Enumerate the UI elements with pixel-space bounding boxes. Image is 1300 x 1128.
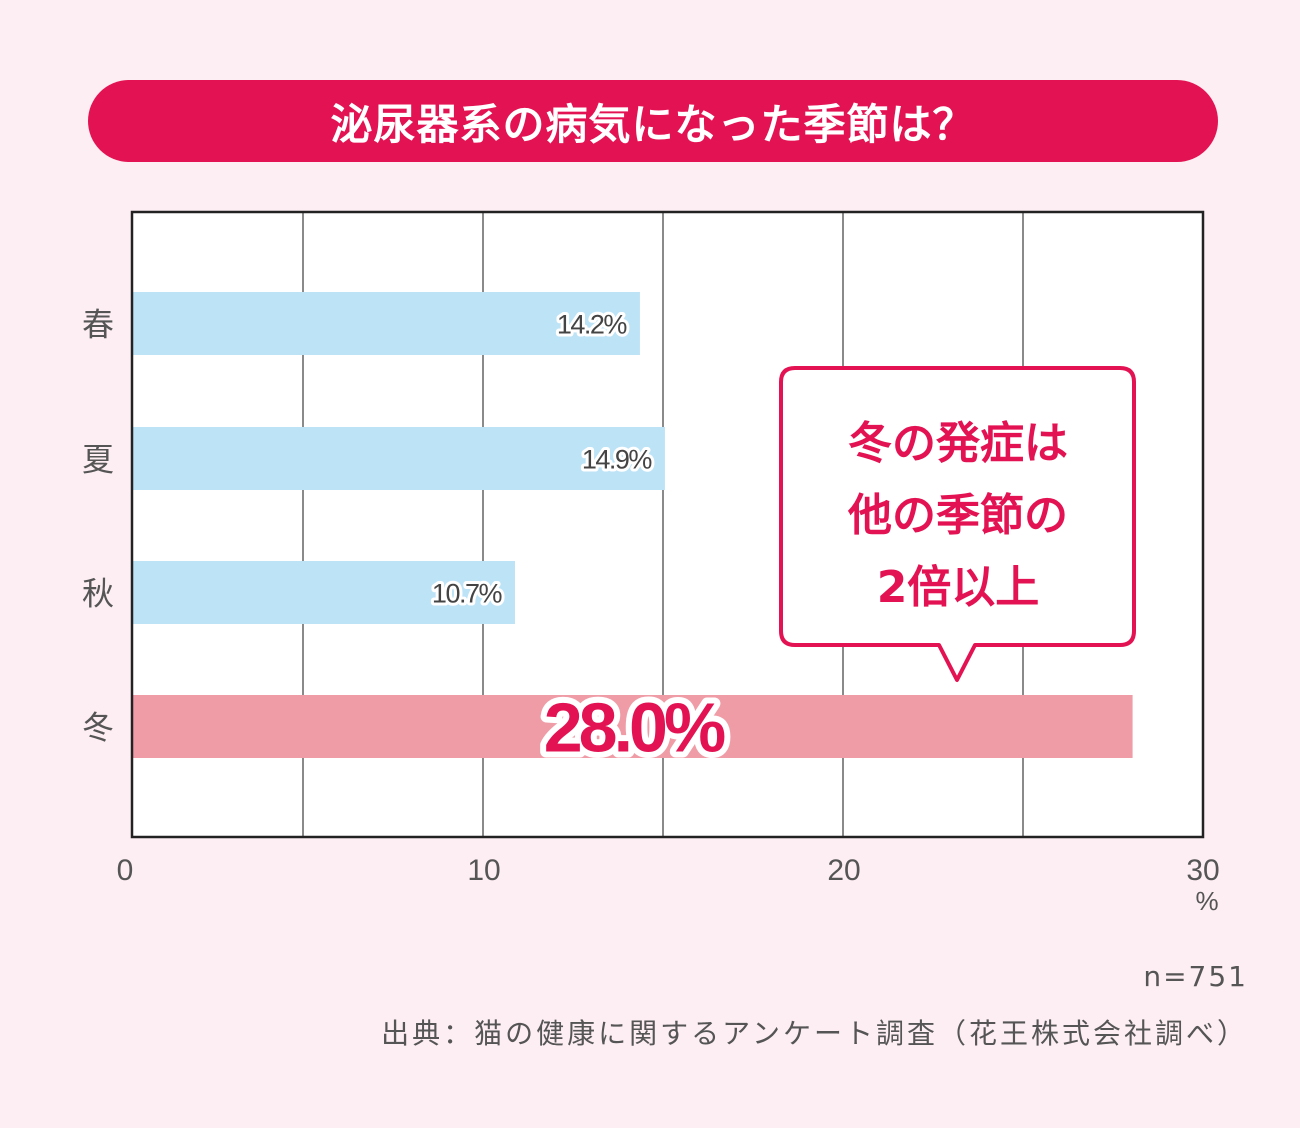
- annotation-callout: [779, 366, 1136, 682]
- category-label: 春: [82, 306, 114, 344]
- title-banner: 泌尿器系の病気になった季節は？: [88, 80, 1218, 162]
- x-tick-label: 10: [467, 854, 500, 887]
- bar: [133, 427, 665, 490]
- value-label: 10.7%: [432, 579, 503, 609]
- x-axis-unit: %: [1195, 886, 1218, 916]
- callout-bubble: [779, 366, 1136, 682]
- sample-size: n=751: [1143, 960, 1248, 993]
- bar: [133, 292, 640, 355]
- x-tick-label: 20: [827, 854, 860, 887]
- x-tick-label: 0: [117, 854, 134, 887]
- value-label: 28.0%: [544, 689, 725, 767]
- source-note: 出典：猫の健康に関するアンケート調査（花王株式会社調べ）: [381, 1017, 1248, 1050]
- callout-text: 冬の発症は 他の季節の 2倍以上: [782, 408, 1134, 624]
- category-label: 夏: [82, 441, 114, 479]
- callout-line: 冬の発症は: [848, 418, 1068, 469]
- category-label: 秋: [82, 575, 114, 613]
- bar: [133, 695, 1133, 758]
- callout-line: 2倍以上: [876, 562, 1040, 613]
- bar: [133, 561, 515, 624]
- value-label: 14.2%: [557, 310, 628, 340]
- x-tick-label: 30: [1186, 854, 1219, 887]
- chart-title: 泌尿器系の病気になった季節は？: [330, 99, 976, 149]
- callout-line: 他の季節の: [848, 490, 1068, 541]
- category-label: 冬: [82, 709, 114, 747]
- plot-frame: [130, 210, 1205, 839]
- value-label: 14.9%: [582, 445, 653, 475]
